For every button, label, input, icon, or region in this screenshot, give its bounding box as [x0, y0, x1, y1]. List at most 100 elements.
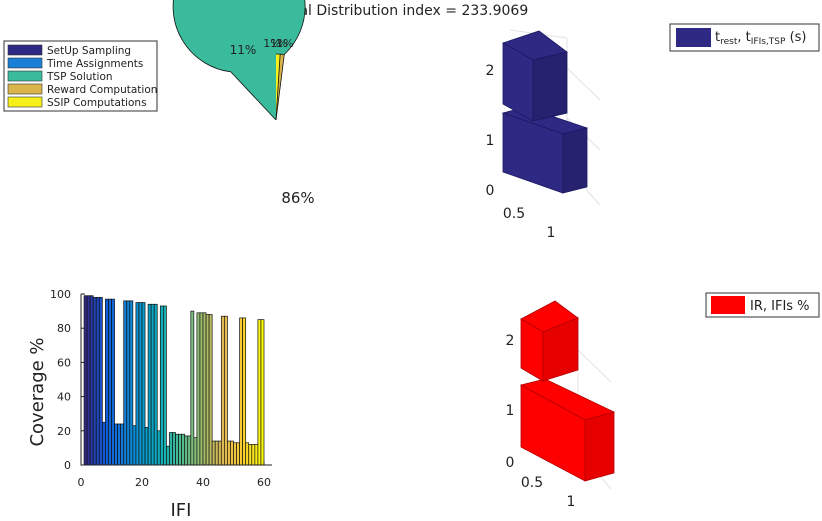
coverage-bar [245, 442, 250, 466]
coverage-bar [172, 432, 176, 466]
coverage-bar [108, 298, 112, 466]
bar3d-bottom-ztick-2: 2 [506, 333, 515, 349]
coverage-bar [120, 423, 125, 466]
pie-legend-swatch-ssip-computations [7, 96, 43, 108]
coverage-xtick-label: 20 [135, 476, 149, 489]
bar3d-top-legend: trest, tIFIs,TSP (s) [669, 23, 820, 52]
coverage-bar-chart: 0 20 40 60 80 100 0 20 40 60 Coverage % IFI [27, 288, 272, 521]
pie-legend-swatch-tsp-solution [7, 70, 43, 82]
coverage-bar [101, 421, 106, 466]
bar3d-bottom: 0 1 2 0.5 1 IR, IFIs % [506, 292, 820, 510]
coverage-x-ticks: 0 20 40 60 [78, 461, 271, 489]
coverage-bar [95, 297, 100, 466]
coverage-bar [199, 312, 204, 466]
coverage-bar [230, 440, 234, 466]
bar3d-bottom-ztick-1: 1 [506, 403, 515, 419]
coverage-bar [184, 435, 189, 466]
coverage-xtick-label: 60 [257, 476, 271, 489]
coverage-ytick-label: 100 [50, 288, 71, 301]
bar3d-top-ztick-0: 0 [486, 183, 495, 199]
coverage-bar [251, 444, 256, 466]
coverage-xtick-label: 0 [78, 476, 85, 489]
coverage-bar [135, 302, 140, 466]
coverage-y-ticks: 0 20 40 60 80 100 [50, 288, 85, 472]
pie-legend-label-setup-sampling: SetUp Sampling [47, 45, 131, 57]
coverage-bar [144, 427, 149, 466]
coverage-bar [159, 305, 164, 466]
coverage-bar [111, 298, 115, 466]
coverage-bar [181, 433, 186, 466]
coverage-bar [217, 440, 222, 466]
coverage-bar [89, 295, 94, 466]
bar3d-top-xtick-0: 0.5 [503, 206, 525, 222]
coverage-ylabel: Coverage % [27, 337, 48, 446]
coverage-bar [248, 444, 253, 466]
bar3d-bottom-lower-box [519, 378, 616, 482]
figure-title: Spatial Distribution index = 233.9069 [264, 3, 529, 19]
coverage-bar [117, 423, 121, 466]
coverage-bar [202, 312, 207, 466]
coverage-bar [138, 302, 143, 466]
coverage-bar [224, 315, 228, 466]
coverage-bar [190, 310, 195, 466]
coverage-bar [236, 442, 240, 466]
coverage-bar [214, 440, 219, 466]
coverage-bar [239, 317, 244, 466]
coverage-bar [132, 425, 137, 466]
coverage-bar [156, 430, 161, 466]
coverage-bar [153, 303, 158, 466]
pie-label-setup-sampling: 1% [263, 37, 280, 50]
coverage-ytick-label: 20 [57, 425, 71, 438]
bar3d-bottom-legend-label: IR, IFIs % [750, 299, 810, 314]
bar3d-bottom-legend-swatch [711, 296, 745, 314]
bar3d-bottom-legend: IR, IFIs % [705, 292, 820, 318]
pie-label-tsp-solution: 86% [281, 189, 314, 207]
coverage-bar [208, 314, 213, 466]
pie-slices [172, 0, 306, 121]
coverage-bar [92, 297, 97, 466]
coverage-bar [169, 432, 173, 466]
bar3d-bottom-upper-box [520, 300, 579, 382]
coverage-bars [83, 295, 265, 466]
pie-legend-label-reward-computation: Reward Computation [47, 84, 157, 96]
coverage-bar [227, 440, 231, 466]
coverage-bar [211, 440, 216, 466]
pie-label-reward-computation: 1% [270, 37, 287, 50]
coverage-bar [98, 297, 103, 466]
coverage-bar [220, 315, 225, 466]
bar3d-bottom-ztick-0: 0 [506, 455, 515, 471]
pie-legend-label-time-assignments: Time Assignments [46, 58, 143, 70]
bar3d-top-lower-box [501, 106, 589, 194]
coverage-bar [205, 314, 210, 466]
pie-slice-tsp-solution [172, 0, 306, 121]
bar3d-top-upper-box [502, 30, 568, 122]
bar3d-top-legend-swatch [676, 28, 711, 47]
coverage-bar [175, 433, 179, 466]
coverage-bar [147, 303, 152, 466]
pie-legend-swatch-time-assignments [7, 57, 43, 69]
coverage-ytick-label: 0 [64, 459, 71, 472]
pie-label-time-assignments: 11% [230, 43, 257, 57]
coverage-ytick-label: 80 [57, 322, 71, 335]
bar3d-top: 0 1 2 0.5 1 trest, tIFIs,TSP (s) [486, 23, 820, 241]
coverage-bar [254, 444, 259, 466]
bar3d-top-xtick-1: 1 [547, 225, 556, 241]
coverage-bar [178, 433, 183, 466]
coverage-bar [123, 300, 128, 466]
pie-legend-swatch-reward-computation [7, 83, 43, 95]
coverage-ytick-label: 40 [57, 391, 71, 404]
coverage-bar [126, 300, 131, 466]
coverage-bar [193, 437, 198, 466]
coverage-ytick-label: 60 [57, 356, 71, 369]
bar3d-bottom-xtick-0: 0.5 [521, 475, 543, 491]
coverage-bar [105, 298, 109, 466]
pie-legend-swatch-setup-sampling [7, 44, 43, 56]
coverage-bar [166, 445, 170, 466]
coverage-xtick-label: 40 [196, 476, 210, 489]
pie-slice-ssip-computations [275, 53, 281, 121]
coverage-bar [242, 317, 247, 466]
